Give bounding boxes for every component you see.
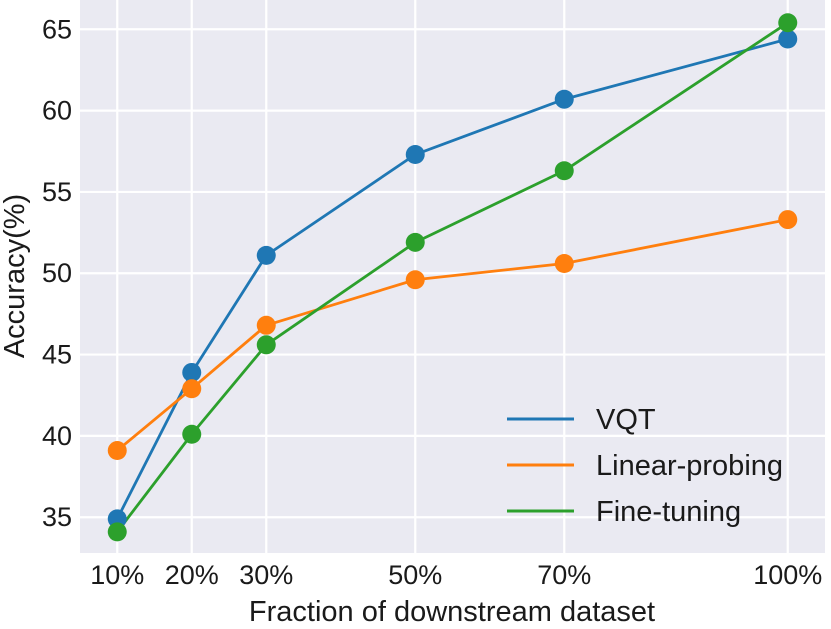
data-point-fine-tuning <box>107 522 127 542</box>
y-axis-title: Accuracy(%) <box>0 194 31 358</box>
data-point-fine-tuning <box>778 13 798 33</box>
data-point-vqt <box>554 89 574 109</box>
y-tick-label: 40 <box>42 421 72 451</box>
x-tick-label: 100% <box>753 560 822 590</box>
data-point-linear-probing <box>256 315 276 335</box>
data-point-linear-probing <box>405 270 425 290</box>
legend: VQT Linear-probing Fine-tuning <box>507 404 783 528</box>
y-tick-labels: 35 40 45 50 55 60 65 <box>42 14 72 532</box>
x-tick-label: 20% <box>165 560 219 590</box>
legend-label-linear-probing: Linear-probing <box>596 450 783 482</box>
x-tick-labels: 10% 20% 30% 50% 70% 100% <box>90 560 822 590</box>
data-point-fine-tuning <box>554 161 574 181</box>
x-tick-label: 50% <box>388 560 442 590</box>
data-point-vqt <box>107 509 127 529</box>
data-point-fine-tuning <box>405 232 425 252</box>
data-point-linear-probing <box>182 379 202 399</box>
y-tick-label: 50 <box>42 258 72 288</box>
series-line-vqt <box>116 37 789 520</box>
series-lines <box>107 13 798 542</box>
data-point-vqt <box>182 362 202 382</box>
data-point-fine-tuning <box>256 335 276 355</box>
y-tick-label: 65 <box>42 14 72 44</box>
y-tick-label: 55 <box>42 177 72 207</box>
x-tick-label: 70% <box>537 560 591 590</box>
y-tick-label: 35 <box>42 502 72 532</box>
data-point-fine-tuning <box>182 424 202 444</box>
y-tick-label: 60 <box>42 96 72 126</box>
data-point-vqt <box>256 245 276 265</box>
x-tick-label: 30% <box>239 560 293 590</box>
x-axis-title: Fraction of downstream dataset <box>249 596 655 628</box>
data-point-linear-probing <box>554 253 574 273</box>
data-point-linear-probing <box>107 441 127 461</box>
legend-label-fine-tuning: Fine-tuning <box>596 496 741 528</box>
data-point-linear-probing <box>778 210 798 230</box>
data-point-vqt <box>405 145 425 165</box>
data-point-vqt <box>778 29 798 49</box>
x-tick-label: 10% <box>90 560 144 590</box>
series-line-fine-tuning <box>116 21 789 533</box>
series-line-linear-probing <box>116 218 789 452</box>
y-tick-label: 45 <box>42 340 72 370</box>
legend-label-vqt: VQT <box>596 404 656 436</box>
